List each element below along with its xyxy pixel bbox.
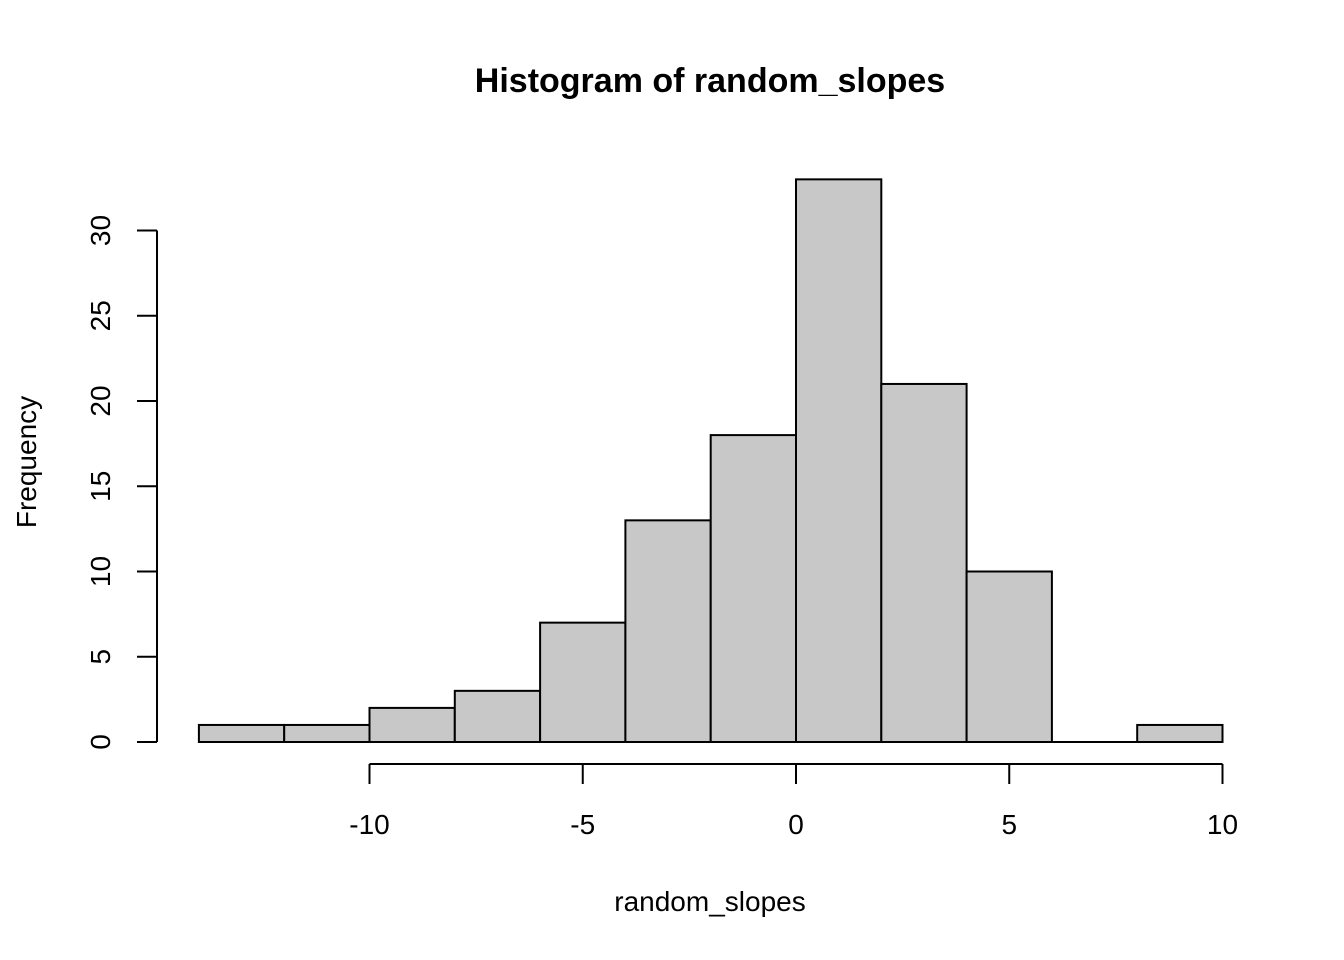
chart-title: Histogram of random_slopes xyxy=(475,62,945,100)
histogram-bar xyxy=(624,519,712,743)
histogram-bar xyxy=(453,689,542,743)
x-axis-title: random_slopes xyxy=(614,886,805,917)
histogram-bar xyxy=(795,178,883,744)
histogram-bar xyxy=(709,434,798,743)
x-tick-label: 10 xyxy=(1207,809,1238,840)
x-tick-label: 0 xyxy=(788,809,804,840)
y-tick-label: 5 xyxy=(85,649,116,665)
y-tick-label: 20 xyxy=(85,385,116,416)
histogram-bar xyxy=(880,382,968,743)
histogram-bar xyxy=(197,723,286,744)
y-tick-label: 15 xyxy=(85,471,116,502)
histogram-bar xyxy=(965,570,1053,743)
y-tick-label: 25 xyxy=(85,300,116,331)
y-tick-label: 30 xyxy=(85,215,116,246)
x-tick-label: 5 xyxy=(1001,809,1017,840)
x-tick-label: -5 xyxy=(570,809,595,840)
y-axis-title: Frequency xyxy=(11,396,42,528)
y-tick-label: 0 xyxy=(85,734,116,750)
histogram-bar xyxy=(1136,723,1224,744)
histogram-bar xyxy=(539,621,627,744)
x-tick-label: -10 xyxy=(349,809,389,840)
y-tick-label: 10 xyxy=(85,556,116,587)
histogram-bar xyxy=(368,706,456,744)
x-axis: -10 -5 0 5 10 xyxy=(349,763,1238,840)
bars-group xyxy=(197,178,1224,744)
y-axis: 0 5 10 15 20 25 30 xyxy=(85,215,158,750)
histogram-bar xyxy=(283,723,371,744)
